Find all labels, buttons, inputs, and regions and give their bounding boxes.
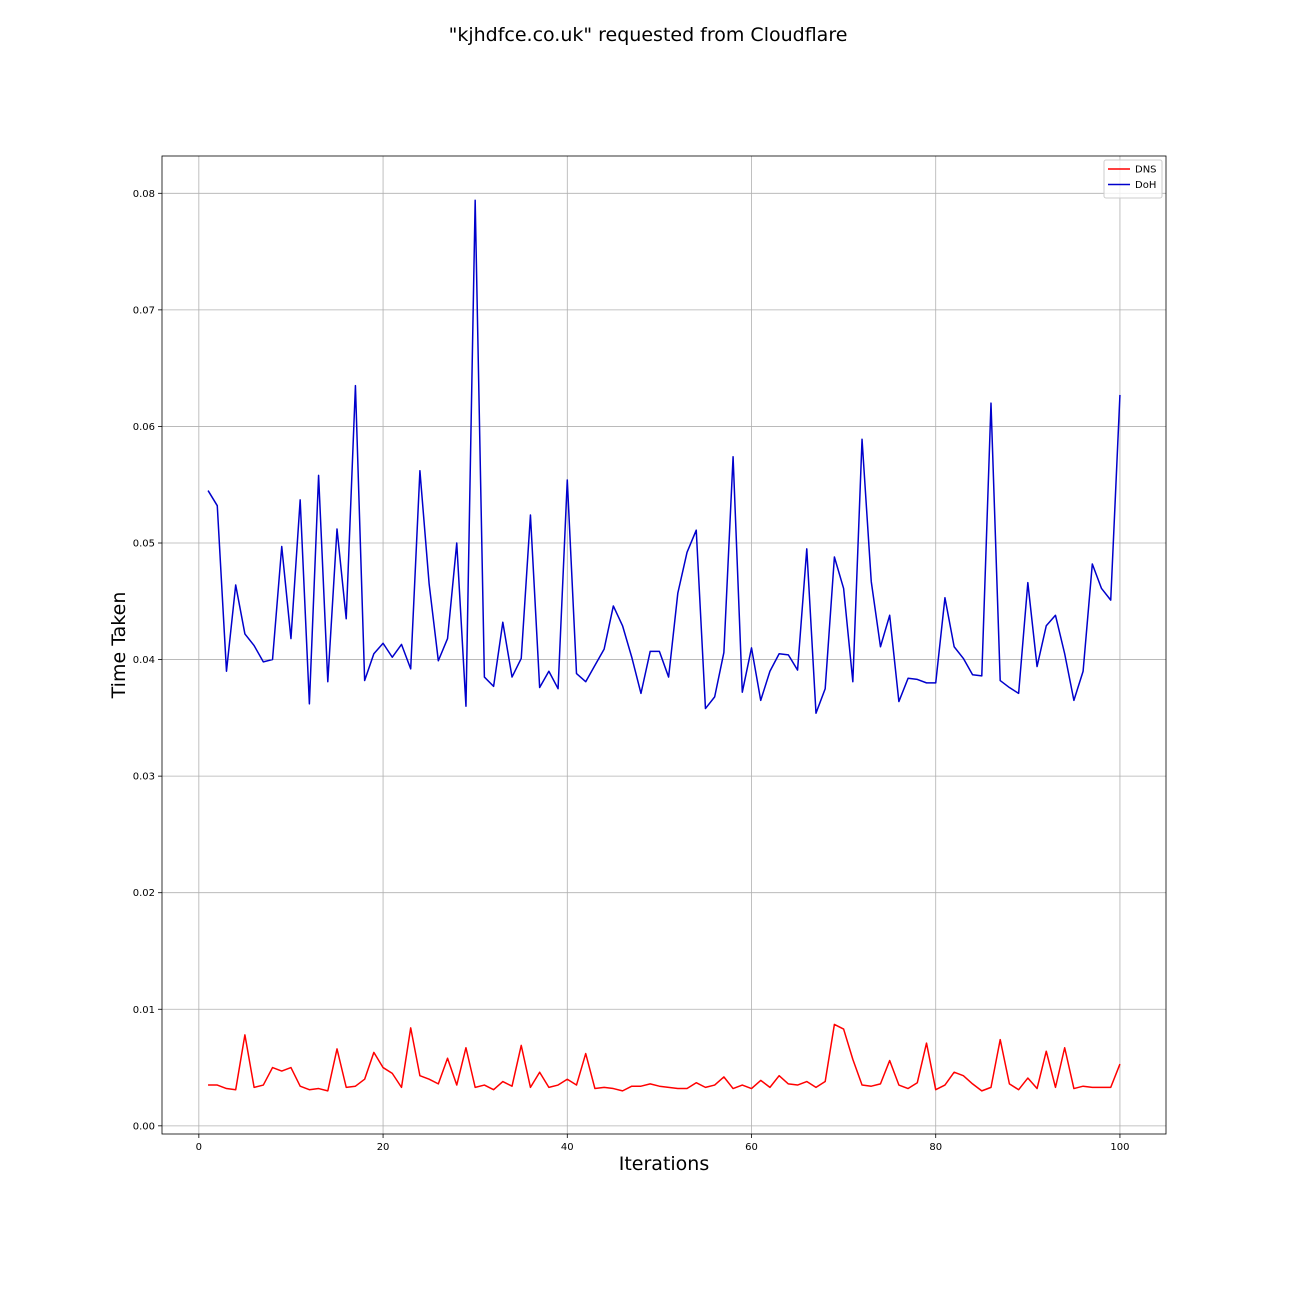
series-line-dns <box>208 1023 1121 1092</box>
grid <box>162 156 1166 1134</box>
y-tick-label: 0.06 <box>133 422 155 433</box>
y-axis-title: Time Taken <box>108 592 130 700</box>
y-tick-label: 0.00 <box>133 1121 155 1132</box>
y-tick-label: 0.04 <box>133 655 155 666</box>
legend-label-doh: DoH <box>1135 180 1156 191</box>
x-tick-label: 40 <box>561 1142 574 1153</box>
y-tick-label: 0.07 <box>133 305 155 316</box>
y-tick-label: 0.08 <box>133 189 155 200</box>
x-tick-label: 20 <box>377 1142 390 1153</box>
y-tick-label: 0.05 <box>133 539 155 550</box>
x-tick-label: 100 <box>1110 1142 1129 1153</box>
plot-frame <box>161 155 1167 1135</box>
y-tick-label: 0.01 <box>133 1005 155 1016</box>
legend-label-dns: DNS <box>1135 165 1157 176</box>
x-tick-label: 60 <box>745 1142 758 1153</box>
series-lines <box>207 199 1121 1092</box>
series-line-doh <box>207 199 1121 714</box>
y-tick-label: 0.02 <box>133 888 155 899</box>
x-tick-label: 80 <box>929 1142 942 1153</box>
x-tick-label: 0 <box>196 1142 202 1153</box>
chart-title: "kjhdfce.co.uk" requested from Cloudflar… <box>449 24 848 46</box>
x-axis-title: Iterations <box>619 1153 710 1175</box>
y-tick-label: 0.03 <box>133 772 155 783</box>
axis-ticks: 0 20 40 60 80 100 0.00 0.01 0.02 0.03 0.04 0.05 0.06… <box>133 189 1130 1153</box>
legend: DNS DoH <box>1103 159 1163 199</box>
